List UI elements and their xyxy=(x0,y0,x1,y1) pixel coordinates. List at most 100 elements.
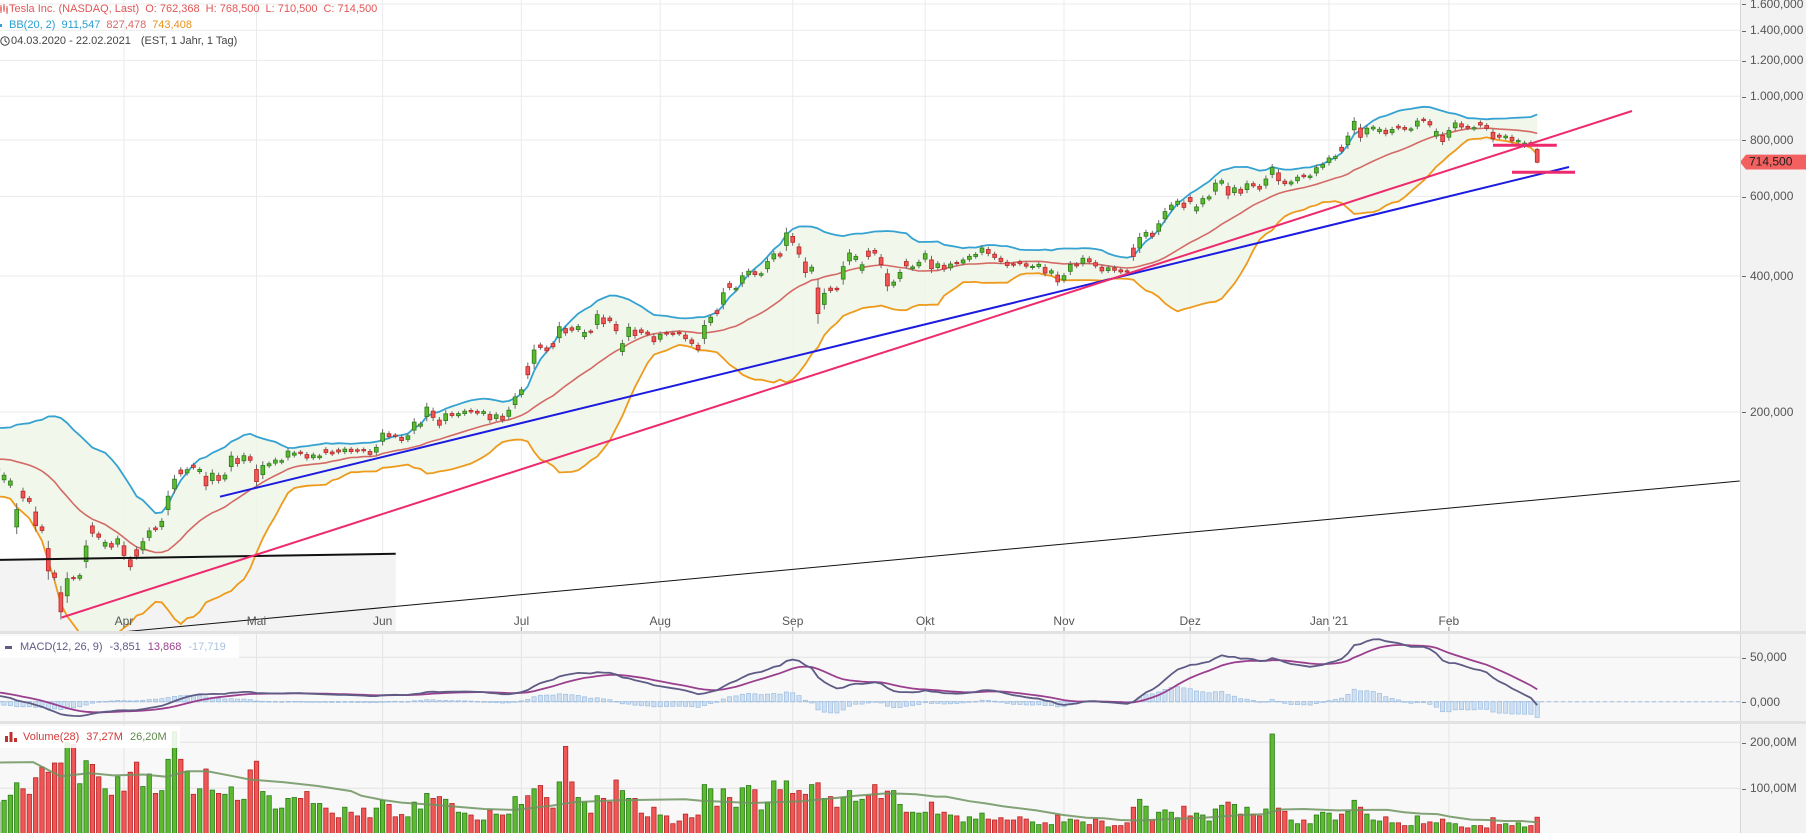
macd-histogram-bar xyxy=(518,700,524,703)
candle xyxy=(1238,186,1244,196)
candle xyxy=(1370,125,1376,131)
candle xyxy=(960,257,966,266)
time-axis-label: Apr xyxy=(114,614,134,628)
macd-pane[interactable]: MACD(12, 26, 9) -3,851 13,868 -17,719 xyxy=(0,634,1740,721)
volume-bar xyxy=(1086,824,1092,833)
volume-bar xyxy=(417,808,424,833)
volume-bar xyxy=(228,786,234,833)
macd-histogram-bar xyxy=(272,701,278,703)
macd-axis[interactable]: 50,000 0,000 xyxy=(1740,634,1806,721)
macd-histogram-bar xyxy=(872,701,878,703)
volume-chart-canvas[interactable] xyxy=(0,724,1740,833)
tick-mark xyxy=(1742,96,1746,98)
macd-histogram-bar xyxy=(500,701,505,704)
candle xyxy=(639,327,644,335)
pane-separator[interactable] xyxy=(0,631,1806,634)
volume-bar xyxy=(720,788,726,833)
candle xyxy=(859,261,865,274)
instrument-title[interactable]: Tesla Inc. (NASDAQ, Last) xyxy=(9,3,140,15)
candle xyxy=(411,418,417,435)
price-axis-label: 1.400,000 xyxy=(1741,23,1803,37)
trendline-pink[interactable] xyxy=(61,110,1633,619)
candle xyxy=(71,575,76,581)
macd-histogram-bar xyxy=(897,701,903,708)
candle xyxy=(1351,117,1357,134)
candle xyxy=(1307,173,1313,180)
macd-histogram-bar xyxy=(954,701,960,704)
candle xyxy=(468,408,474,414)
trendline-blue[interactable] xyxy=(219,166,1570,498)
candle xyxy=(1434,128,1439,140)
price-chart-canvas[interactable] xyxy=(0,0,1740,631)
macd-legend: MACD(12, 26, 9) -3,851 13,868 -17,719 xyxy=(0,636,239,658)
price-pane[interactable]: Tesla Inc. (NASDAQ, Last) O: 762,368 H: … xyxy=(0,0,1740,631)
volume-bar xyxy=(563,745,569,833)
volume-bar xyxy=(266,795,272,833)
volume-bar xyxy=(14,782,20,833)
trendline-thin-black[interactable] xyxy=(100,480,1740,631)
macd-histogram-bar xyxy=(1194,690,1199,703)
macd-label[interactable]: MACD(12, 26, 9) xyxy=(20,641,103,653)
volume-bar xyxy=(379,799,386,833)
volume-bar xyxy=(809,784,815,833)
macd-histogram-bar xyxy=(1421,701,1427,704)
candle xyxy=(1427,119,1433,128)
macd-histogram-bar xyxy=(903,701,909,707)
macd-histogram-bar xyxy=(1162,689,1168,703)
macd-histogram-bar xyxy=(1023,701,1029,706)
horizontal-line-black[interactable] xyxy=(0,552,396,561)
candle xyxy=(1030,264,1035,270)
macd-histogram-bar xyxy=(153,698,158,703)
volume-bar xyxy=(1042,822,1048,833)
macd-histogram-bar xyxy=(1440,701,1446,713)
macd-histogram-bar xyxy=(121,700,127,703)
volume-bar xyxy=(127,771,133,833)
candle xyxy=(1446,126,1452,141)
pane-separator[interactable] xyxy=(0,721,1806,724)
candle xyxy=(676,330,682,336)
volume-bar xyxy=(241,798,247,833)
macd-histogram-bar xyxy=(916,701,922,705)
bollinger-middle-value: 827,478 xyxy=(106,19,147,31)
candle xyxy=(115,535,121,548)
macd-chart-canvas[interactable] xyxy=(0,634,1740,721)
candle xyxy=(651,333,657,345)
candle xyxy=(83,540,89,569)
macd-histogram-bar xyxy=(336,701,341,703)
date-range[interactable]: 04.03.2020 - 22.02.2021 xyxy=(11,35,131,47)
candle xyxy=(254,464,259,487)
candle xyxy=(1169,202,1174,213)
price-axis-label-text: 600,000 xyxy=(1750,189,1794,204)
volume-bar xyxy=(1200,814,1206,833)
candle xyxy=(1080,255,1086,267)
candle xyxy=(146,527,152,542)
low-value: L: 710,500 xyxy=(265,3,318,15)
macd-histogram-bar xyxy=(1282,701,1288,704)
macd-histogram-bar xyxy=(1339,697,1345,703)
volume-label[interactable]: Volume(28) xyxy=(23,731,80,743)
candle xyxy=(1465,124,1471,131)
candle xyxy=(714,308,720,317)
macd-histogram-bar xyxy=(1433,701,1439,708)
price-axis[interactable]: 1.600,000 1.400,000 1.200,000 1.000,000 800,… xyxy=(1740,0,1806,631)
macd-histogram-bar xyxy=(197,695,203,703)
macd-histogram-bar xyxy=(1288,701,1294,705)
candle xyxy=(607,315,613,324)
candle xyxy=(1068,261,1073,275)
volume-bar xyxy=(1301,819,1307,833)
volume-bar xyxy=(1181,805,1187,833)
volume-bar xyxy=(1055,814,1061,833)
volume-axis[interactable]: 200,00M 100,00M xyxy=(1740,724,1806,833)
candle xyxy=(102,539,108,550)
candle xyxy=(941,262,947,273)
bollinger-band-fill xyxy=(0,106,1538,631)
macd-histogram-bar xyxy=(1471,701,1477,711)
macd-histogram-bar xyxy=(758,694,764,703)
macd-histogram-bar xyxy=(1402,701,1408,703)
volume-bar xyxy=(1175,817,1181,833)
time-axis-label: Mai xyxy=(246,614,267,628)
candle xyxy=(1074,262,1079,269)
volume-pane[interactable]: Volume(28) 37,27M 26,20M xyxy=(0,724,1740,833)
bollinger-label[interactable]: BB(20, 2) xyxy=(9,19,56,31)
tick-mark xyxy=(1742,702,1746,704)
